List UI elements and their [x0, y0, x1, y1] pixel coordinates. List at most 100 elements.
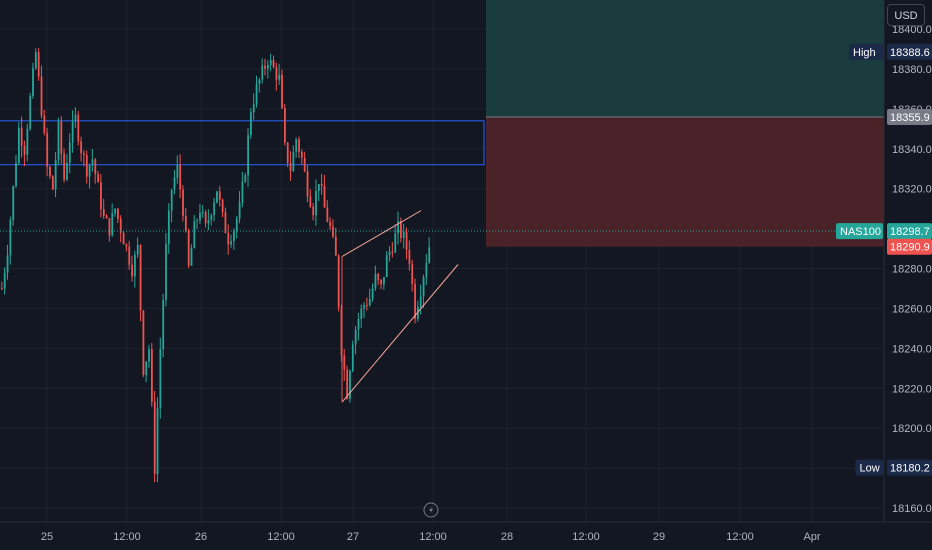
candle-body	[414, 284, 416, 319]
target-zone[interactable]	[486, 0, 884, 118]
candle	[371, 283, 374, 302]
candle	[68, 133, 71, 174]
wedge-upper-line[interactable]	[341, 210, 422, 257]
price-tick-label: 18220.0	[892, 383, 932, 395]
candle-body	[394, 233, 397, 253]
candle	[114, 208, 116, 217]
candle	[201, 204, 204, 218]
candle-body	[131, 264, 133, 277]
candle	[111, 203, 114, 238]
candle-body	[207, 219, 210, 224]
candle-body	[91, 159, 94, 165]
candle-body	[428, 247, 431, 263]
candle	[134, 250, 136, 288]
candle	[295, 137, 298, 158]
candle	[20, 116, 23, 158]
price-tick-label: 18240.0	[892, 343, 932, 355]
candle-body	[419, 296, 422, 307]
price-label-value: 18290.9	[890, 242, 930, 254]
candle	[380, 279, 383, 290]
time-tick-label: Apr	[803, 531, 820, 543]
candle	[51, 175, 54, 191]
price-label-value: 18355.9	[890, 112, 930, 124]
time-tick-label: 12:00	[572, 531, 600, 543]
candle-body	[417, 306, 419, 319]
position-tool[interactable]	[486, 0, 884, 247]
candle	[278, 63, 281, 86]
candle	[176, 155, 179, 184]
candle-body	[6, 255, 9, 273]
zone-box[interactable]	[0, 120, 485, 166]
candle-body	[241, 181, 244, 203]
lightning-icon[interactable]	[423, 502, 439, 518]
candle	[377, 272, 380, 286]
candle	[3, 267, 6, 295]
candle	[213, 197, 216, 222]
candle-body	[391, 251, 394, 253]
candle	[408, 240, 411, 271]
candle	[258, 77, 261, 93]
price-label-value: 18388.6	[890, 47, 930, 59]
stop-zone[interactable]	[486, 117, 884, 247]
candle	[218, 185, 221, 207]
candle	[320, 173, 323, 195]
candle-body	[312, 206, 315, 216]
candle	[224, 207, 227, 234]
candle-body	[117, 208, 119, 219]
candle-body	[182, 189, 184, 216]
candle	[34, 48, 37, 70]
candle	[264, 58, 266, 76]
candle	[363, 301, 366, 319]
candle-body	[196, 220, 199, 222]
candle	[102, 198, 105, 219]
candle-body	[34, 52, 37, 69]
candle	[71, 110, 74, 153]
candle	[244, 172, 247, 184]
candle-body	[354, 329, 357, 345]
rising-wedge[interactable]	[341, 210, 459, 403]
candle	[303, 151, 306, 173]
time-axis[interactable]: 25 12:00 26 12:00 27 12:00 28 12:00 29 12:00 Apr	[0, 521, 932, 543]
candle-body	[12, 186, 15, 221]
candle	[317, 183, 320, 202]
candle	[366, 297, 368, 311]
price-tick-label: 18340.0	[892, 144, 932, 156]
candle-body	[306, 171, 309, 197]
candle	[230, 234, 233, 248]
candle	[119, 215, 122, 243]
candle-body	[368, 299, 371, 306]
candle-body	[303, 157, 306, 172]
price-label-box	[887, 43, 932, 60]
candle	[247, 128, 250, 187]
candle-body	[102, 209, 105, 217]
candle	[402, 223, 405, 249]
candle	[66, 154, 68, 182]
wedge-lower-line[interactable]	[341, 264, 459, 403]
candle	[9, 216, 12, 265]
price-tick-label: 18280.0	[892, 264, 932, 276]
candle-body	[68, 142, 71, 163]
candle	[145, 361, 148, 383]
candle-body	[323, 185, 326, 208]
candle-body	[71, 121, 74, 143]
candle	[165, 232, 167, 307]
candle	[88, 163, 91, 189]
time-tick-label: 25	[41, 531, 53, 543]
candle	[397, 211, 399, 245]
candle-body	[9, 220, 12, 256]
candle-body	[51, 176, 54, 190]
candle	[63, 148, 66, 183]
currency-button[interactable]: USD	[887, 4, 925, 26]
candle-body	[49, 167, 51, 177]
candle-body	[40, 76, 43, 116]
candle-body	[201, 212, 204, 214]
candle-body	[264, 65, 266, 69]
candle	[159, 337, 162, 419]
candle	[368, 288, 371, 307]
candle-body	[83, 153, 85, 155]
candle	[417, 300, 419, 322]
zone-rectangle[interactable]	[0, 120, 485, 166]
candle-body	[97, 174, 100, 183]
candle-body	[190, 248, 193, 266]
